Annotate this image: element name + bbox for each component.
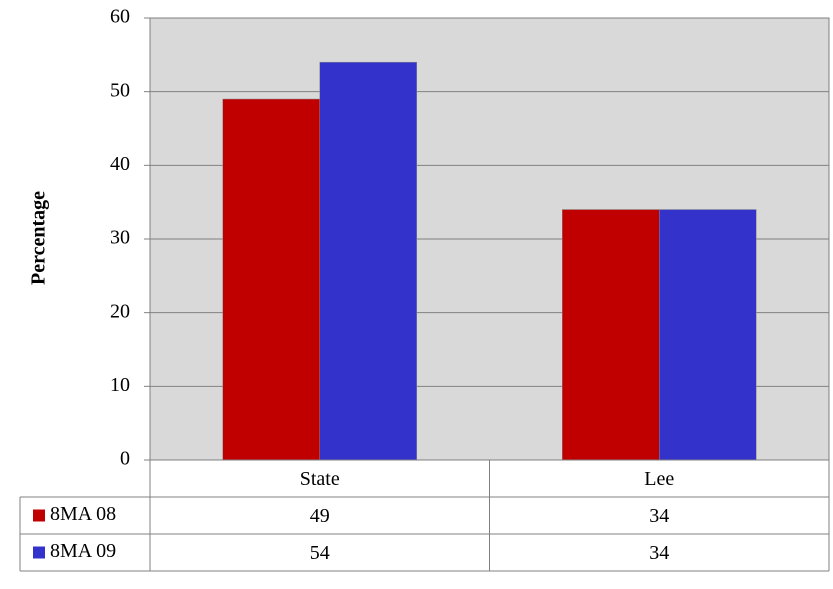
legend-label: 8MA 09 [50, 540, 116, 562]
data-table-value: 54 [310, 542, 330, 564]
legend-key [33, 509, 45, 522]
y-tick-label: 20 [110, 300, 130, 322]
data-table-value: 34 [649, 505, 669, 527]
legend-key [33, 546, 45, 559]
y-tick-label: 30 [110, 227, 130, 249]
data-table-value: 49 [310, 505, 330, 527]
data-table-value: 34 [649, 542, 669, 564]
y-tick-label: 50 [110, 79, 130, 101]
category-label: State [300, 468, 340, 490]
plot-area: 0 10 20 30 40 50 60 [110, 6, 830, 470]
legend-label: 8MA 08 [50, 503, 116, 525]
data-table: State Lee 8MA 08 49 34 8MA 09 54 34 [19, 459, 830, 572]
y-tick-label: 0 [120, 448, 130, 470]
y-tick-label: 40 [110, 153, 130, 175]
y-tick-label: 10 [110, 374, 130, 396]
y-tick-label: 60 [110, 6, 130, 28]
bar [222, 98, 320, 461]
bar [562, 209, 660, 461]
category-label: Lee [644, 468, 674, 490]
bar [659, 209, 757, 461]
y-axis-title: Percentage [28, 191, 50, 285]
bar [319, 61, 417, 461]
